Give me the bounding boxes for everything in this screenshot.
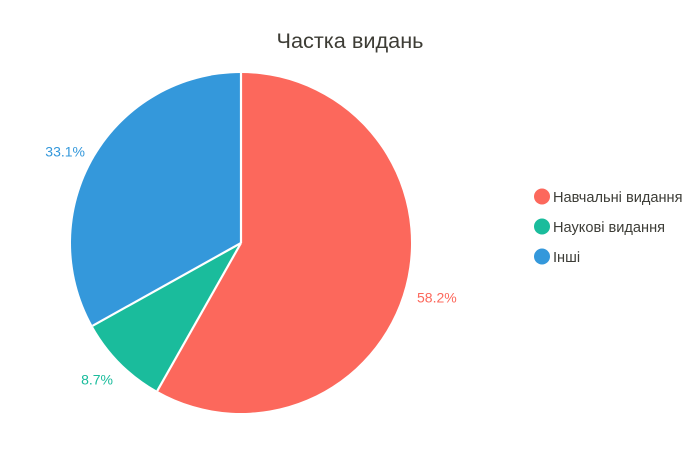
svg-text:8.7%: 8.7% — [81, 372, 113, 388]
svg-text:58.2%: 58.2% — [417, 290, 457, 306]
svg-text:33.1%: 33.1% — [45, 144, 85, 160]
svg-text:Наукові видання: Наукові видання — [553, 220, 665, 236]
svg-text:Навчальні видання: Навчальні видання — [553, 190, 683, 206]
svg-text:Частка видань: Частка видань — [277, 28, 424, 53]
svg-text:Інші: Інші — [553, 250, 580, 266]
